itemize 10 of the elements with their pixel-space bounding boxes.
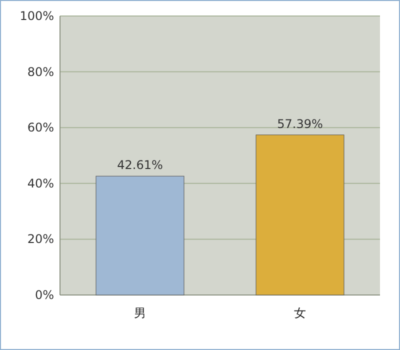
x-tick-label: 女 (294, 306, 306, 320)
y-tick-label: 60% (27, 120, 54, 135)
y-tick-label: 0% (34, 288, 54, 302)
y-tick-label: 80% (27, 64, 54, 79)
y-tick-label: 20% (27, 232, 54, 246)
data-label: 57.39% (277, 116, 323, 131)
data-label: 42.61% (117, 158, 163, 172)
y-tick-label: 100% (20, 9, 54, 23)
x-tick-label: 男 (134, 306, 146, 320)
y-tick-label: 40% (27, 176, 54, 190)
